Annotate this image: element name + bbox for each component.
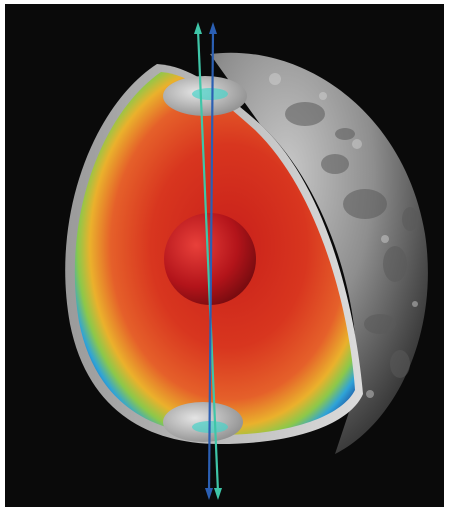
- north-pole-cap: [163, 76, 247, 116]
- moon-cutaway-illustration: [65, 22, 428, 500]
- image-frame: [5, 4, 444, 507]
- rotation-axis-teal: [194, 22, 222, 500]
- lunar-surface: [210, 52, 428, 454]
- rotation-axis-blue: [205, 22, 217, 500]
- south-pole-cap: [163, 402, 243, 442]
